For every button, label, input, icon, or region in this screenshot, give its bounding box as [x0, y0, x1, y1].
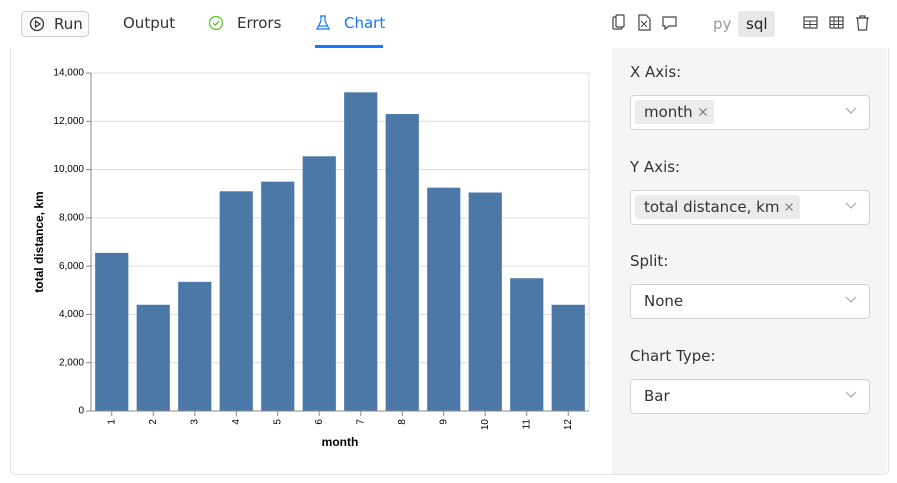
active-tab-underline: [315, 45, 383, 48]
y-axis-title: total distance, km: [32, 191, 46, 292]
x-tick-label: 11: [521, 419, 532, 430]
bar: [136, 304, 170, 411]
chart: month total distance, km 0 2,000 4,000 6,00…: [32, 68, 590, 449]
bar: [219, 191, 253, 411]
chart-icon: [316, 15, 330, 30]
field-select[interactable]: month: [630, 95, 870, 130]
language-sql-bg: [738, 11, 775, 37]
run-icon: [29, 16, 45, 32]
bar: [427, 187, 461, 411]
selected-text: None: [644, 292, 684, 310]
x-tick-label: 9: [438, 419, 449, 425]
errors-tab[interactable]: Errors: [237, 14, 282, 32]
y-tick-label: 4,000: [59, 309, 84, 320]
x-tick-label: 6: [314, 419, 325, 425]
selected-value: Bar: [644, 387, 670, 405]
bar: [344, 92, 378, 412]
table-icons[interactable]: [801, 14, 873, 34]
field-label: X Axis:: [630, 63, 682, 81]
run-label: Run: [54, 15, 83, 33]
field-select[interactable]: None: [630, 284, 870, 319]
bar: [95, 252, 129, 411]
x-tick-label: 8: [397, 419, 408, 425]
bar: [468, 192, 502, 411]
field-label: Chart Type:: [630, 346, 716, 365]
dropdown-arrow: [845, 107, 857, 114]
remove-icon[interactable]: [784, 202, 794, 212]
toolbar-icons[interactable]: [610, 14, 682, 34]
y-tick-label: 10,000: [53, 164, 84, 175]
bar: [551, 304, 585, 411]
dropdown-arrow: [845, 202, 857, 209]
language-sql[interactable]: sql: [746, 15, 768, 33]
selected-chip: month: [635, 100, 714, 124]
x-tick-label: 3: [189, 419, 200, 425]
x-tick-label: 4: [231, 419, 242, 425]
selected-text: total distance, km: [644, 197, 780, 216]
output-tab[interactable]: Output: [123, 14, 176, 32]
x-tick-label: 2: [148, 419, 159, 425]
selected-text: month: [644, 103, 693, 121]
errors-icon: [208, 15, 224, 31]
x-tick-label: 1: [106, 419, 117, 425]
selected-text: Bar: [644, 386, 670, 405]
x-tick-label: 10: [480, 419, 491, 431]
language-py[interactable]: py: [713, 15, 732, 33]
chart-tab[interactable]: Chart: [344, 14, 386, 32]
y-tick-label: 2,000: [59, 357, 84, 368]
bar: [178, 281, 212, 411]
x-axis-title: month: [322, 435, 359, 449]
field-label: Split:: [630, 252, 669, 270]
x-tick-label: 5: [272, 419, 283, 425]
x-tick-label: 12: [563, 419, 574, 431]
dropdown-arrow: [845, 391, 857, 398]
field-select[interactable]: total distance, km: [630, 189, 870, 225]
bar: [261, 181, 295, 411]
x-tick-label: 7: [355, 419, 366, 425]
bar: [385, 114, 419, 412]
field-select[interactable]: Bar: [630, 378, 870, 414]
y-tick-label: 6,000: [59, 261, 84, 272]
y-tick-label: 12,000: [53, 116, 84, 127]
bar: [510, 278, 544, 411]
selected-chip: total distance, km: [635, 194, 801, 219]
y-tick-label: 0: [78, 406, 84, 417]
field-label: Y Axis:: [630, 157, 681, 176]
y-tick-label: 8,000: [59, 212, 84, 223]
y-tick-label: 14,000: [53, 68, 84, 79]
bar: [302, 156, 336, 411]
dropdown-arrow: [845, 296, 857, 303]
run-button[interactable]: Run: [21, 11, 89, 37]
chart-container: [10, 48, 889, 475]
remove-icon[interactable]: [698, 107, 708, 117]
selected-value: None: [644, 292, 683, 310]
